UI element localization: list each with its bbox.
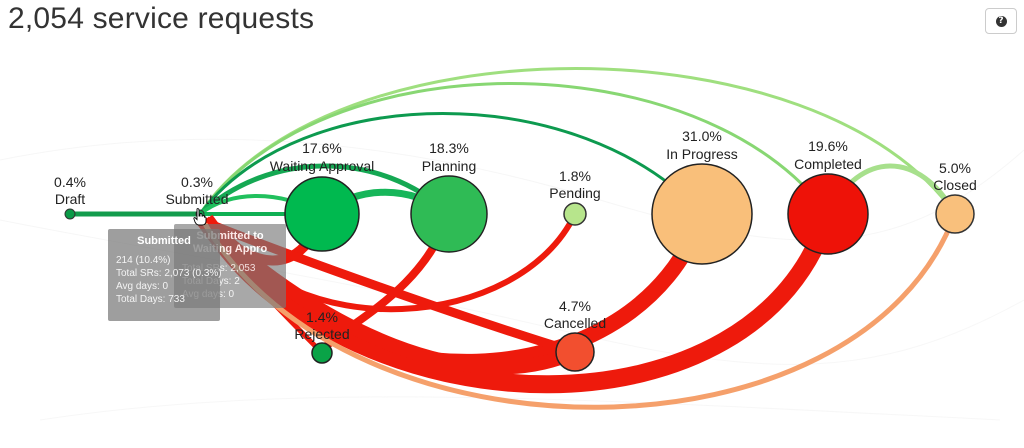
tooltip-node: Submitted 214 (10.4%) Total SRs: 2,073 (… [108,229,222,321]
node-waiting-label: Waiting Approval [270,158,375,174]
flow-submitted-inprogress[interactable] [198,112,704,216]
node-inprogress-label: In Progress [666,146,738,162]
tooltip-node-line: 214 (10.4%) [116,255,171,266]
node-planning-label: Planning [422,158,477,174]
node-rejected-label: Rejected [294,326,349,342]
node-inprogress[interactable] [651,163,753,265]
question-circle-icon: ? [995,15,1007,27]
tooltip-node-line: Total Days: 733 [116,294,185,305]
node-completed-label: Completed [794,156,862,172]
node-waiting-pct: 17.6% [302,140,342,156]
node-draft-pct: 0.4% [54,174,86,190]
help-button[interactable]: ? [985,8,1017,34]
hand-cursor-icon [193,208,207,226]
node-closed-pct: 5.0% [939,160,971,176]
flow-closed-submitted[interactable] [202,213,958,410]
node-submitted-pct: 0.3% [181,174,213,190]
node-closed-label: Closed [933,177,977,193]
node-pending-pct: 1.8% [559,168,591,184]
tooltip-node-line: Avg days: 0 [116,281,169,292]
node-cancelled-pct: 4.7% [559,298,591,314]
node-pending-label: Pending [549,185,600,201]
tooltip-node-title: Submitted [137,235,191,247]
node-draft-label: Draft [55,191,85,207]
node-completed[interactable] [787,173,869,255]
page-title: 2,054 service requests [8,2,315,35]
node-closed[interactable] [935,194,975,234]
node-rejected-pct: 1.4% [306,309,338,325]
node-cancelled[interactable] [555,332,595,372]
node-completed-pct: 19.6% [808,138,848,154]
node-submitted-label: Submitted [165,191,228,207]
node-draft[interactable] [64,208,76,220]
node-waiting[interactable] [284,176,360,252]
flow-submitted-completed[interactable] [198,82,830,215]
node-pending[interactable] [563,202,587,226]
flow-completed-submitted[interactable] [197,211,837,394]
node-planning[interactable] [410,175,488,253]
node-rejected[interactable] [311,342,333,364]
node-inprogress-pct: 31.0% [682,128,722,144]
tooltip-node-line: Total SRs: 2,073 (0.3%) [116,268,222,279]
node-cancelled-label: Cancelled [544,315,606,331]
node-planning-pct: 18.3% [429,140,469,156]
